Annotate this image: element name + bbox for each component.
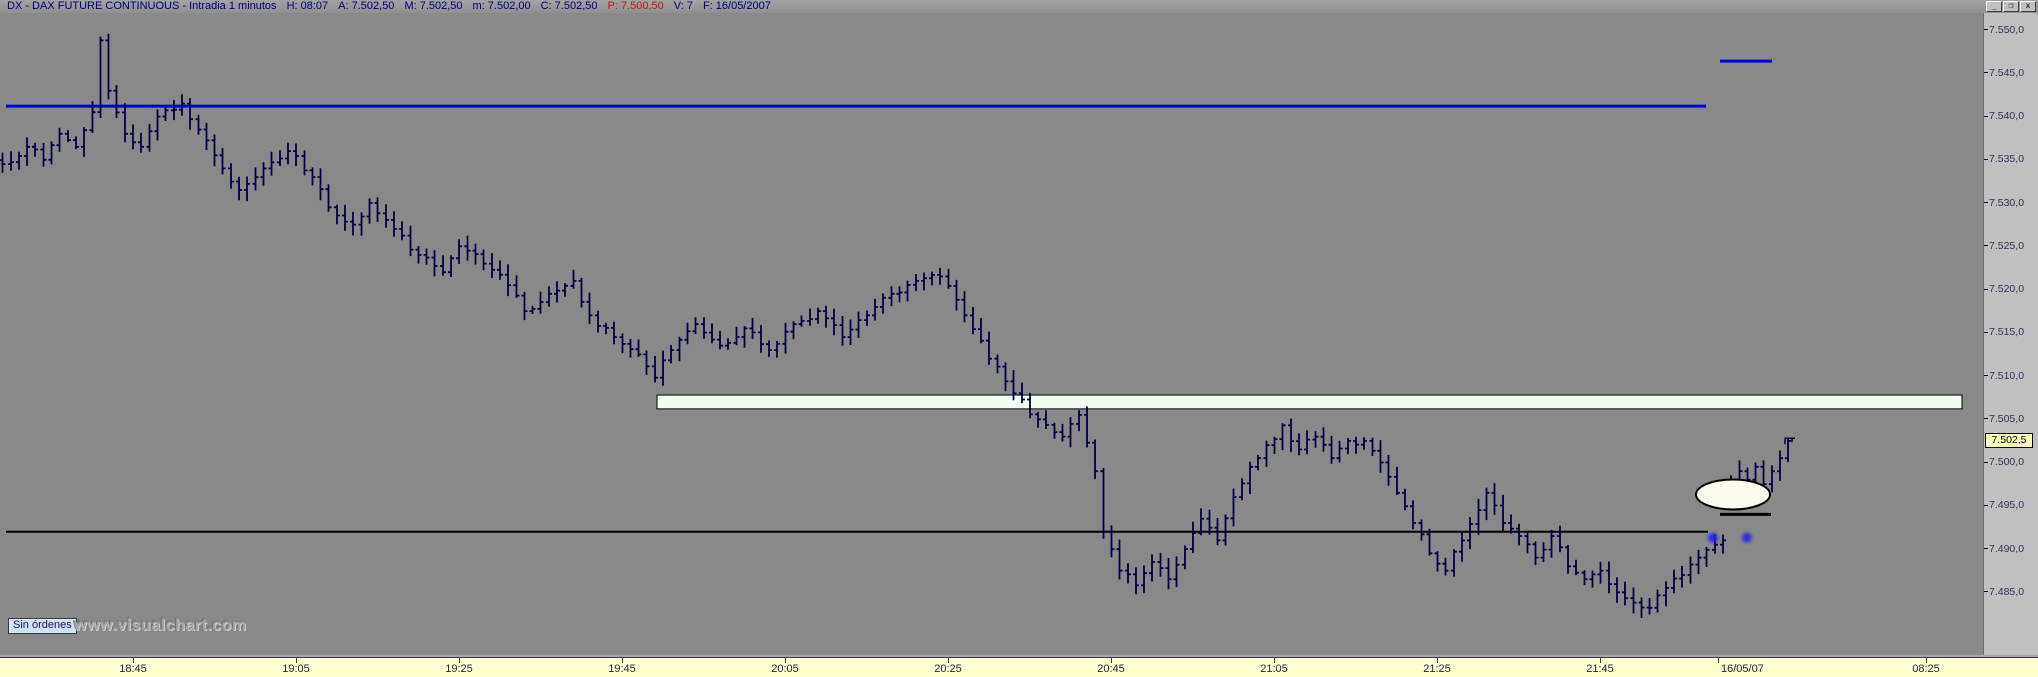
last-price-label: 7.502,5 [1985,432,2033,448]
title-field: m: 7.502,00 [472,0,531,12]
time-tick-label: 21:25 [1423,663,1451,675]
time-tick-label: 20:25 [934,663,962,675]
title-field: M: 7.502,50 [404,0,463,12]
price-bars [0,33,1791,618]
time-tick-label: 21:05 [1260,663,1288,675]
time-tick-mark [133,658,134,663]
price-chart [0,33,1963,618]
time-tick-mark [622,658,623,663]
chart-canvas[interactable]: Sin órdenes www.visualchart.com [0,13,1983,657]
title-field: A: 7.502,50 [338,0,395,12]
price-tick-text: 7.505,0 [1989,412,2025,425]
time-tick-label: 08:25 [1912,663,1940,675]
title-bar[interactable]: DX - DAX FUTURE CONTINUOUS - Intradia 1 … [0,0,2038,13]
price-tick-mark [1984,375,1988,377]
title-field: V: 7 [673,0,693,12]
price-tick-label: 7.510,0 [1984,369,2025,382]
title-field: P: 7.500,50 [607,0,664,12]
time-tick-mark [1111,658,1112,663]
price-tick-label: 7.545,0 [1984,66,2025,79]
price-tick-label: 7.505,0 [1984,412,2025,425]
window-title: DX - DAX FUTURE CONTINUOUS - Intradia 1 … [7,1,781,12]
time-tick-mark [296,658,297,663]
price-tick-mark [1984,202,1988,204]
time-tick-label: 16/05/07 [1721,663,1764,675]
price-tick-mark [1984,245,1988,247]
time-tick-label: 18:45 [119,663,147,675]
orders-status-chip: Sin órdenes [8,618,77,634]
title-field: F: 16/05/2007 [702,0,771,12]
time-tick-label: 19:25 [445,663,473,675]
title-field: C: 7.502,50 [540,0,598,12]
time-tick-label: 21:45 [1586,663,1614,675]
price-tick-label: 7.490,0 [1984,542,2025,555]
time-tick-mark [785,658,786,663]
price-tick-text: 7.495,0 [1989,499,2025,512]
price-tick-label: 7.500,0 [1984,457,2024,468]
price-tick-mark [1984,115,1988,117]
price-tick-text: 7.540,0 [1989,110,2025,122]
price-tick-mark [1984,29,1988,31]
time-tick-label: 19:05 [282,663,310,675]
title-field: DX - DAX FUTURE CONTINUOUS - Intradia 1 … [7,0,277,12]
trend-lines[interactable] [6,104,1708,533]
time-tick-mark [948,658,949,663]
blue-marker-icon[interactable] [1742,532,1752,543]
price-tick-mark [1984,548,1988,550]
price-tick-label: 7.535,0 [1984,154,2024,165]
price-tick-mark [1984,288,1988,290]
time-axis[interactable]: 18:45 19:05 19:25 19:45 20:05 20:25 20:45 21:05… [0,657,2038,677]
time-tick-label: 19:45 [608,663,636,675]
price-tick-label: 7.550,0 [1984,23,2025,36]
visualchart-watermark: www.visualchart.com [74,617,247,634]
price-axis[interactable]: 7.502,5 7.550,0 7.545,0 7.540,0 7.535,0 7.53… [1983,13,2038,657]
price-tick-text: 7.520,0 [1989,283,2025,295]
time-tick-mark [1718,658,1719,663]
price-tick-label: 7.525,0 [1984,239,2025,252]
ellipse-annotation[interactable] [1695,478,1771,511]
time-tick-mark [1926,658,1927,663]
price-tick-text: 7.530,0 [1989,196,2025,209]
price-tick-label: 7.520,0 [1984,284,2024,295]
price-tick-mark [1984,72,1988,74]
title-field: H: 08:07 [286,0,329,12]
price-tick-mark [1984,461,1988,463]
time-tick-label: 20:45 [1097,663,1125,675]
close-button[interactable]: x [2020,1,2036,12]
blue-marker-icon[interactable] [1708,532,1718,543]
price-tick-text: 7.490,0 [1989,542,2025,555]
window-controls: _ ❐ x [1986,1,2036,12]
price-tick-label: 7.495,0 [1984,500,2024,511]
price-tick-text: 7.545,0 [1989,66,2025,79]
price-tick-label: 7.485,0 [1984,585,2025,598]
price-tick-text: 7.550,0 [1989,23,2025,36]
price-tick-text: 7.500,0 [1989,456,2025,468]
price-tick-text: 7.535,0 [1989,153,2025,166]
time-tick-mark [1600,658,1601,663]
ohlc-bars-path [0,33,1791,618]
price-tick-mark [1984,418,1988,420]
restore-button[interactable]: ❐ [2003,1,2019,12]
price-tick-text: 7.525,0 [1989,239,2025,252]
last-price-marker [1784,437,1795,445]
price-tick-mark [1984,331,1988,333]
resistance-band[interactable] [656,394,1963,410]
time-tick-label: 20:05 [771,663,799,675]
price-tick-label: 7.515,0 [1984,327,2024,338]
drawing-annotations[interactable] [1695,59,1795,543]
price-tick-text: 7.510,0 [1989,369,2025,382]
price-tick-text: 7.515,0 [1989,326,2025,339]
price-tick-text: 7.485,0 [1989,585,2025,598]
minimize-button[interactable]: _ [1986,1,2002,12]
price-tick-label: 7.540,0 [1984,111,2024,122]
price-tick-mark [1984,591,1988,593]
price-tick-label: 7.530,0 [1984,196,2025,209]
time-tick-mark [1274,658,1275,663]
time-tick-mark [1437,658,1438,663]
price-tick-mark [1984,504,1988,506]
price-tick-mark [1984,158,1988,160]
time-tick-mark [459,658,460,663]
resistance-band-rect[interactable] [656,394,1963,410]
